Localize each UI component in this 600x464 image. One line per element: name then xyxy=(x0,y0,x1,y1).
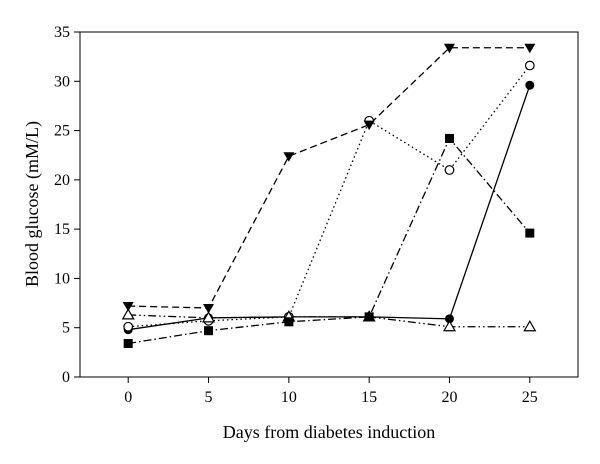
y-tick-label: 10 xyxy=(54,270,70,287)
series-3-point xyxy=(203,304,215,314)
plot-frame xyxy=(79,31,579,378)
series-3-point xyxy=(283,152,295,162)
x-tick-label: 0 xyxy=(124,389,132,406)
series-5-point xyxy=(525,228,535,238)
x-tick-label: 25 xyxy=(522,389,538,406)
y-tick-label: 0 xyxy=(62,369,70,386)
axis-ticks: 0 5 10 15 20 25 0 5 10 15 20 25 30 35 xyxy=(54,24,538,406)
series-5-point xyxy=(204,326,214,336)
x-tick-label: 20 xyxy=(441,389,457,406)
series-3-point xyxy=(122,302,134,312)
series-line-2 xyxy=(128,65,531,328)
series-4-point xyxy=(523,320,537,332)
series-line-4 xyxy=(128,314,530,328)
y-axis-title: Blood glucose (mM/L) xyxy=(22,121,43,287)
series-5-point xyxy=(123,338,133,348)
x-tick-label: 10 xyxy=(281,389,297,406)
y-tick-label: 35 xyxy=(54,24,70,41)
series-5-point xyxy=(284,317,294,327)
series-1-point xyxy=(525,80,535,90)
x-tick-label: 15 xyxy=(361,389,377,406)
series-line-1 xyxy=(128,85,531,331)
series-4-point xyxy=(121,308,135,320)
x-axis-title: Days from diabetes induction xyxy=(223,422,435,442)
series-2-point xyxy=(444,165,455,175)
series-1-point xyxy=(444,314,454,324)
x-tick-label: 5 xyxy=(205,389,213,406)
series-line-5 xyxy=(128,137,531,345)
series-3-point xyxy=(524,43,536,54)
series-line-3 xyxy=(128,47,530,309)
series-3-point xyxy=(443,43,455,54)
series-5-point xyxy=(364,312,374,322)
series-4-point xyxy=(201,311,216,323)
y-tick-label: 30 xyxy=(54,73,70,90)
series-5-point xyxy=(444,133,454,143)
y-tick-label: 20 xyxy=(54,172,70,189)
y-tick-label: 25 xyxy=(54,123,70,140)
y-tick-label: 5 xyxy=(62,320,70,337)
y-tick-label: 15 xyxy=(54,221,70,238)
series-4-point xyxy=(442,320,457,332)
series-2-point xyxy=(123,321,134,332)
series-2-point xyxy=(524,60,535,71)
series-3-point xyxy=(363,120,375,131)
series-group xyxy=(121,43,537,348)
